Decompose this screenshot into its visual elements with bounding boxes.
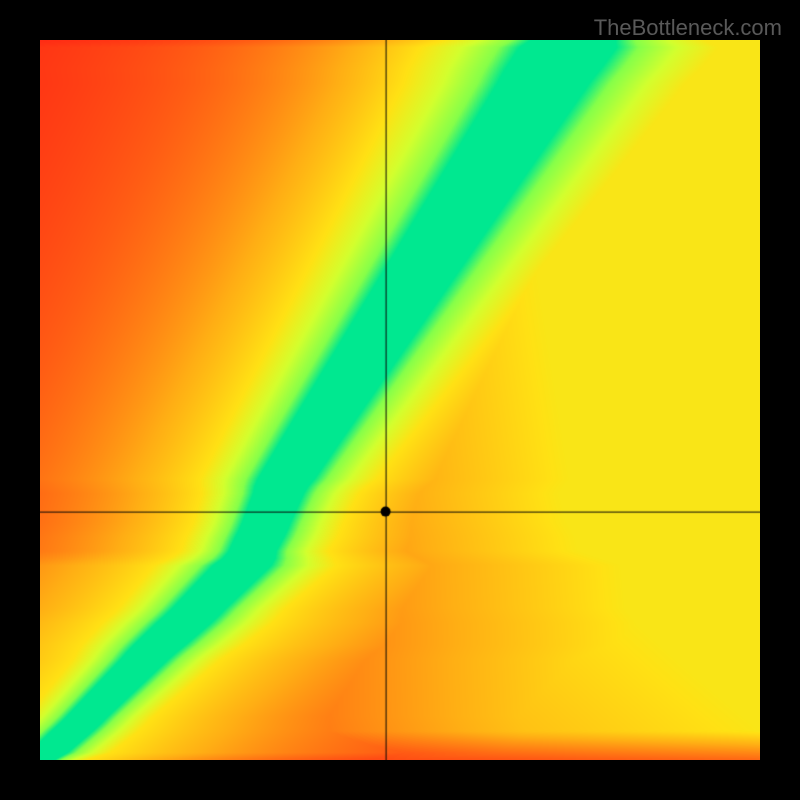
bottleneck-heatmap [40, 40, 760, 760]
watermark-text: TheBottleneck.com [594, 15, 782, 41]
chart-container: TheBottleneck.com [0, 0, 800, 800]
